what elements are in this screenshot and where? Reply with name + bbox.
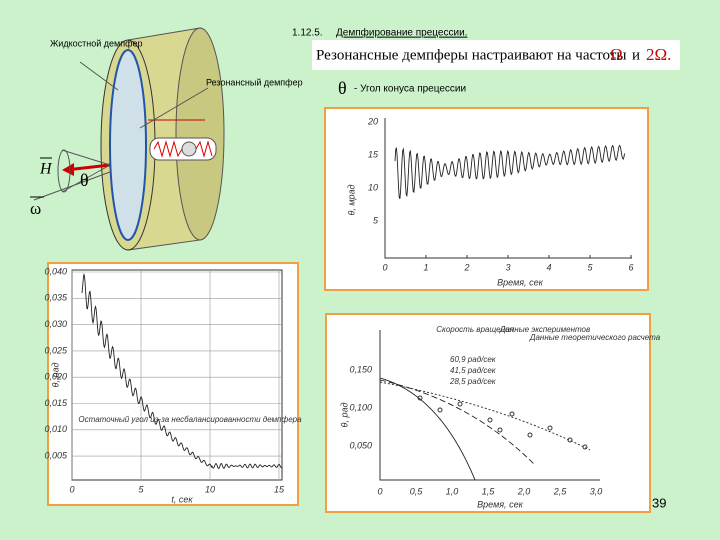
label: 10 xyxy=(368,182,378,192)
damper-mass xyxy=(181,141,197,157)
arrow-head xyxy=(62,163,74,176)
label: 10 xyxy=(205,484,215,494)
experiment-point xyxy=(567,437,573,443)
label: Данные теоретического расчета xyxy=(529,333,661,342)
theta-symbol: θ xyxy=(338,78,347,98)
h-label: H xyxy=(39,161,53,178)
label: Время, сек xyxy=(477,499,523,509)
leader-line xyxy=(139,87,209,129)
label: 0,030 xyxy=(44,319,67,329)
label: 0,005 xyxy=(44,450,68,460)
label: 0,015 xyxy=(44,398,68,408)
figure-2 xyxy=(47,262,299,506)
label: 5 xyxy=(587,262,593,272)
label: 20 xyxy=(367,116,378,126)
label: 4 xyxy=(546,262,551,272)
trend-curve xyxy=(379,379,536,466)
label: 0,035 xyxy=(44,293,68,303)
label: Скорость вращения xyxy=(436,325,514,334)
omega-axis xyxy=(33,171,111,201)
experiment-point xyxy=(582,444,588,450)
experiment-point xyxy=(509,411,515,417)
fluid-damper-label: Жидкостной демпфер xyxy=(50,38,143,48)
leader-line xyxy=(79,61,119,91)
slide-title: Демпфирование прецессии. xyxy=(336,27,467,39)
callout-omega: Ω xyxy=(610,45,623,64)
label: 1,0 xyxy=(446,486,459,496)
spring xyxy=(195,140,213,158)
label: 2,5 xyxy=(553,486,568,496)
label: 0,050 xyxy=(349,440,372,450)
label: 0,100 xyxy=(349,402,372,412)
callout-text: Резонансные демпферы настраивают на част… xyxy=(316,47,626,63)
experiment-point xyxy=(417,395,423,401)
page-number: 39 xyxy=(652,495,666,510)
theta-note: - Угол конуса прецессии xyxy=(354,84,466,95)
label: 1 xyxy=(423,262,428,272)
figure-1 xyxy=(324,107,649,291)
label: 3,0 xyxy=(590,486,603,496)
label: 0 xyxy=(377,486,382,496)
label: 2,0 xyxy=(517,486,531,496)
oscillation-curve xyxy=(394,144,626,199)
experiment-point xyxy=(457,401,463,407)
label: 0,020 xyxy=(44,372,67,382)
label: θ, рад xyxy=(339,403,349,428)
label: 6 xyxy=(628,262,633,272)
label: 0,150 xyxy=(349,364,372,374)
label: Время, сек xyxy=(497,277,543,287)
label: 0,5 xyxy=(410,486,424,496)
label: 15 xyxy=(274,484,285,494)
experiment-point xyxy=(437,407,443,413)
cone-line xyxy=(61,164,111,193)
figures: 20 15 10 5 0 1 2 3 4 5 6 θ, мрад Время, сек 0,040 0,03… xyxy=(44,116,660,509)
callout-double-omega: 2Ω. xyxy=(646,45,671,64)
cylinder-hole xyxy=(109,49,147,241)
label: 0 xyxy=(69,484,74,494)
label: 5 xyxy=(373,215,379,225)
resonant-damper-label: Резонансный демпфер xyxy=(206,77,303,87)
callout-box xyxy=(312,40,680,70)
cone-line xyxy=(61,149,111,166)
label: 3 xyxy=(505,262,510,272)
label: 60,9 рад/сек xyxy=(450,355,497,364)
cone-base xyxy=(57,149,71,193)
label: 1,5 xyxy=(482,486,496,496)
experiment-point xyxy=(547,425,553,431)
label: 0,040 xyxy=(44,266,67,276)
experiment-point xyxy=(497,427,503,433)
callout-and: и xyxy=(632,47,640,63)
experiment-point xyxy=(487,417,493,423)
label: Данные экспериментов xyxy=(499,325,590,334)
label: 0,010 xyxy=(44,424,67,434)
label: Остаточный угол из-за несбалансированнос… xyxy=(78,415,302,424)
label: t, сек xyxy=(171,494,193,504)
trend-curve xyxy=(379,381,591,451)
label: 15 xyxy=(368,149,379,159)
section-number: 1.12.5. xyxy=(292,28,323,39)
omega-label: ω xyxy=(30,199,41,218)
label: θ, рад xyxy=(50,363,60,388)
experiment-point xyxy=(527,432,533,438)
label: 5 xyxy=(138,484,144,494)
label: 0 xyxy=(382,262,387,272)
theta-label: θ xyxy=(80,170,89,190)
label: 41,5 рад/сек xyxy=(450,366,497,375)
label: 28,5 рад/сек xyxy=(449,377,497,386)
spring xyxy=(153,140,183,158)
label: θ, мрад xyxy=(346,184,356,215)
decay-curve xyxy=(81,272,283,470)
cylinder-back xyxy=(175,27,225,241)
figure-3 xyxy=(325,313,651,513)
gyro-diagram xyxy=(33,27,225,251)
label: 0,025 xyxy=(44,345,68,355)
label: 2 xyxy=(463,262,469,272)
